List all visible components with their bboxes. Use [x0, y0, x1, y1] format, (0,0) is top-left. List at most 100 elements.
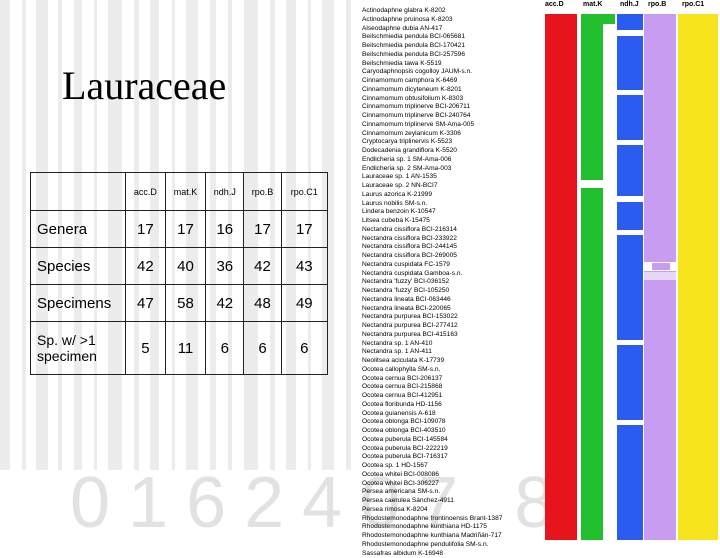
specimen-list-item: Nectandra cissiflora BCI-216314 [362, 226, 528, 235]
specimen-list-item: Cinnamomum camphora K-6469 [362, 77, 528, 86]
gap-mark [617, 90, 643, 95]
slide-title: Lauraceae [62, 62, 226, 109]
table-cell: 16 [206, 211, 244, 248]
table-cell: 17 [244, 211, 281, 248]
specimen-list-item: Persea caerulea Sánchez-4911 [362, 497, 528, 506]
table-cell: 11 [165, 322, 206, 375]
specimen-list-item: Ocotea callophylla SM-s.n. [362, 366, 528, 375]
column-header: mat.K [165, 173, 206, 211]
table-cell: 42 [126, 248, 166, 285]
table-row: Sp. w/ >1 specimen 5 11 6 6 6 [31, 322, 328, 375]
column-header: acc.D [126, 173, 166, 211]
gap-mark [644, 272, 676, 280]
specimen-list-item: Lauraceae sp. 1 AN-1535 [362, 173, 528, 182]
table-corner-cell [31, 173, 126, 211]
specimen-list-item: Ocotea cernua BCI-206137 [362, 375, 528, 384]
specimen-list-item: Nectandra cissiflora BCI-269005 [362, 252, 528, 261]
specimen-list-item: Lindera benzoin K-10547 [362, 208, 528, 217]
specimen-list-item: Rhodostemonodaphne pendulifolia SM-s.n. [362, 541, 528, 550]
table-row: Species 42 40 36 42 43 [31, 248, 328, 285]
specimen-list-item: Beilschmiedia pendula BCI-170421 [362, 42, 528, 51]
table-cell: 6 [244, 322, 281, 375]
specimen-list-item: Litsea cubeba K-15475 [362, 217, 528, 226]
specimen-list-item: Beilschmiedia tawa K-5519 [362, 60, 528, 69]
row-label: Specimens [31, 285, 126, 322]
specimen-list-item: Alseodaphne dubia AN-417 [362, 25, 528, 34]
gap-mark [617, 420, 643, 425]
row-label: Species [31, 248, 126, 285]
table-cell: 58 [165, 285, 206, 322]
table-row: Genera 17 17 16 17 17 [31, 211, 328, 248]
rpob-highlight [652, 263, 670, 270]
column-header: rpo.B [244, 173, 281, 211]
specimen-list-item: Ocotea cernua BCI-412951 [362, 392, 528, 401]
specimen-list-item: Cinnamomum zeylanicum K-3306 [362, 130, 528, 139]
table-cell: 6 [281, 322, 327, 375]
table-cell: 6 [206, 322, 244, 375]
specimen-list-item: Ocotea guianensis A-618 [362, 410, 528, 419]
table-cell: 47 [126, 285, 166, 322]
specimen-list-item: Ocotea cernua BCI-215868 [362, 383, 528, 392]
matk-bar [581, 24, 603, 540]
specimen-list-item: Nectandra cissiflora BCI-233922 [362, 235, 528, 244]
specimen-list-item: Cinnamomum dicyteneum K-8201 [362, 86, 528, 95]
gap-mark [581, 180, 603, 188]
matk-bar-top [581, 14, 615, 24]
specimen-list-item: Nectandra cissiflora BCI-244145 [362, 243, 528, 252]
gap-mark [617, 140, 643, 145]
table-cell: 40 [165, 248, 206, 285]
table-cell: 49 [281, 285, 327, 322]
accd-bar [545, 14, 577, 540]
column-header: rpo.C1 [281, 173, 327, 211]
table-cell: 5 [126, 322, 166, 375]
specimen-list-item: Rhodostemonodaphne kunthiana Madriñán-71… [362, 532, 528, 541]
gap-mark [617, 30, 643, 36]
specimen-list-item: Nectandra lineata BCI-063446 [362, 296, 528, 305]
specimen-list-item: Cryptocarya triplinervis K-5523 [362, 138, 528, 147]
table-cell: 43 [281, 248, 327, 285]
specimen-list-item: Neolitsea aciculata K-17739 [362, 357, 528, 366]
specimen-list-item: Ocotea puberula BCI-145584 [362, 436, 528, 445]
specimen-list-item: Ocotea oblonga BCI-403510 [362, 427, 528, 436]
column-header: ndh.J [206, 173, 244, 211]
specimen-list-item: Nectandra sp. 1 AN-411 [362, 348, 528, 357]
specimen-list-item: Endlicheria sp. 1 SM-Ama-006 [362, 156, 528, 165]
specimen-list-item: Ocotea whitei BCI-306227 [362, 480, 528, 489]
table-row: Specimens 47 58 42 48 49 [31, 285, 328, 322]
specimen-list-item: Ocotea sp. 1 HD-1567 [362, 462, 528, 471]
table-cell: 17 [165, 211, 206, 248]
specimen-list-item: Cinnamomum triplinerve BCI-240764 [362, 112, 528, 121]
specimen-list-item: Lauraceae sp. 2 NN-BCI7 [362, 182, 528, 191]
specimen-list-item: Beilschmiedia pendula BCI-257596 [362, 51, 528, 60]
specimen-list-item: Nectandra purpurea BCI-153022 [362, 313, 528, 322]
marker-stats-table: acc.D mat.K ndh.J rpo.B rpo.C1 Genera 17… [30, 172, 328, 375]
specimen-list-item: Laurus nobilis SM-s.n. [362, 200, 528, 209]
specimen-list-item: Actinodaphne pruinosa K-8203 [362, 16, 528, 25]
specimen-list-item: Beilschmiedia pendula BCI-065681 [362, 33, 528, 42]
specimen-list-item: Ocotea oblonga BCI-109078 [362, 418, 528, 427]
specimen-list-item: Laurus azorica K-21999 [362, 191, 528, 200]
specimen-list-item: Ocotea whitei BCI-008086 [362, 471, 528, 480]
specimen-list-item: Nectandra cuspidata FC-1579 [362, 261, 528, 270]
row-label: Genera [31, 211, 126, 248]
specimen-list-item: Actinodaphne glabra K-8202 [362, 7, 528, 16]
specimen-list-item: Rhodostemonodaphne frontinoensis Brant-1… [362, 515, 528, 524]
specimen-list-item: Cinnamomum triplinerve SM-Ama-005 [362, 121, 528, 130]
specimen-list-item: Persea americana SM-s.n. [362, 488, 528, 497]
specimen-list-item: Nectandra 'fuzzy' BCI-105250 [362, 287, 528, 296]
specimen-list-item: Nectandra sp. 1 AN-410 [362, 340, 528, 349]
table-cell: 17 [281, 211, 327, 248]
row-label: Sp. w/ >1 specimen [31, 322, 126, 375]
gap-mark [617, 340, 643, 345]
specimen-list-item: Sassafras albidum K-16948 [362, 550, 528, 558]
specimen-list-item: Endlicheria sp. 2 SM-Ama-003 [362, 165, 528, 174]
table-cell: 42 [206, 285, 244, 322]
table-cell: 17 [126, 211, 166, 248]
specimen-list-item: Nectandra purpurea BCI-277412 [362, 322, 528, 331]
gap-mark [617, 196, 643, 202]
table-cell: 36 [206, 248, 244, 285]
rpoc1-bar [678, 14, 718, 540]
specimen-list-item: Rhodostemonodaphne kunthiana HD-1175 [362, 523, 528, 532]
gap-mark [617, 230, 643, 235]
